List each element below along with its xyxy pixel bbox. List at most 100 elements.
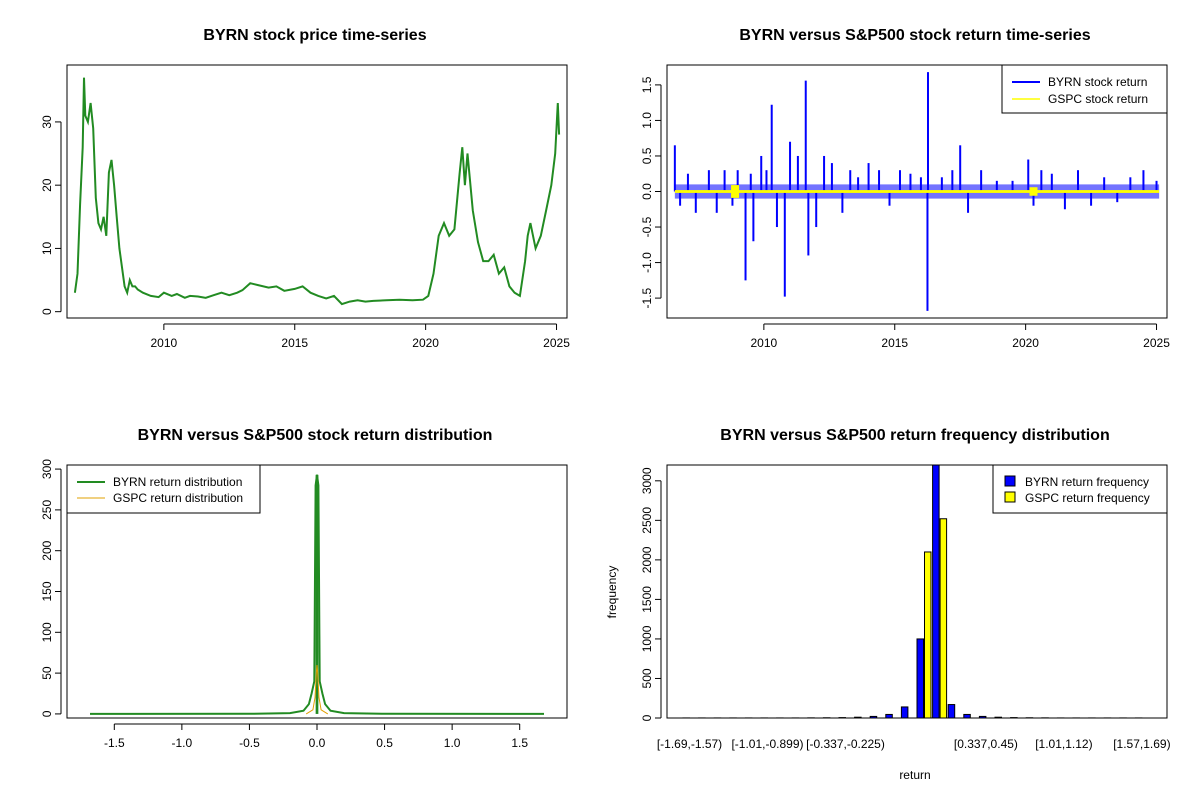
byrn-density-peak bbox=[315, 474, 319, 714]
gspc-return-band bbox=[674, 190, 1160, 193]
x-category-label: [0.337,0.45) bbox=[954, 737, 1018, 751]
legend: BYRN stock return GSPC stock return bbox=[1001, 64, 1168, 114]
chart-title: BYRN versus S&P500 stock return distribu… bbox=[138, 427, 493, 444]
gspc-return-burst bbox=[731, 185, 740, 198]
y-tick-label: 3000 bbox=[640, 467, 654, 494]
x-category-label: [-1.01,-0.899) bbox=[731, 737, 803, 751]
y-tick-label: -0.5 bbox=[640, 216, 654, 237]
gspc-return-burst bbox=[1029, 187, 1038, 196]
y-tick-label: 20 bbox=[40, 178, 54, 192]
y-tick-label: 2500 bbox=[640, 507, 654, 534]
density-series bbox=[89, 474, 545, 715]
y-tick-label: 1500 bbox=[640, 586, 654, 613]
y-tick-label: 0 bbox=[640, 714, 654, 721]
legend-box bbox=[66, 464, 261, 514]
x-tick-label: 2015 bbox=[281, 336, 308, 350]
y-tick-label: 300 bbox=[40, 459, 54, 479]
legend-label-byrn: BYRN return frequency bbox=[1025, 475, 1149, 489]
price-panel: BYRN stock price time-series 2010 2015 202… bbox=[40, 27, 570, 350]
legend-swatch-byrn bbox=[1004, 475, 1016, 487]
y-tick-label: 500 bbox=[640, 668, 654, 688]
return-timeseries-panel: BYRN versus S&P500 stock return time-ser… bbox=[640, 27, 1170, 350]
axes: [-1.69,-1.57) [-1.01,-0.899) [-0.337,-0.22… bbox=[640, 467, 1171, 751]
gspc-freq-bar bbox=[939, 518, 948, 719]
gspc-density-line bbox=[305, 664, 329, 715]
legend-label-gspc: GSPC return frequency bbox=[1025, 491, 1150, 505]
x-tick-label: 2015 bbox=[881, 336, 908, 350]
byrn-freq-bar bbox=[963, 713, 971, 719]
x-category-label: [-1.69,-1.57) bbox=[657, 737, 722, 751]
legend-box bbox=[1001, 64, 1168, 114]
y-tick-label: 0.5 bbox=[640, 147, 654, 164]
x-tick-label: -0.5 bbox=[239, 736, 260, 750]
x-tick-label: 1.0 bbox=[444, 736, 461, 750]
y-tick-label: 50 bbox=[40, 666, 54, 680]
density-panel: BYRN versus S&P500 stock return distribu… bbox=[40, 427, 568, 750]
y-tick-label: 2000 bbox=[640, 546, 654, 573]
y-tick-label: 200 bbox=[40, 540, 54, 560]
byrn-freq-bar bbox=[900, 706, 909, 719]
x-tick-label: -1.5 bbox=[104, 736, 125, 750]
legend-label-byrn: BYRN stock return bbox=[1048, 75, 1147, 89]
byrn-freq-bar bbox=[916, 638, 924, 719]
x-tick-label: 2025 bbox=[1143, 336, 1170, 350]
legend-label-gspc: GSPC return distribution bbox=[113, 491, 243, 505]
x-tick-label: 2010 bbox=[151, 336, 178, 350]
y-axis-label: frequency bbox=[605, 566, 619, 619]
byrn-freq-bar bbox=[978, 715, 987, 719]
plot-frame bbox=[666, 64, 1168, 319]
x-tick-label: 2020 bbox=[412, 336, 439, 350]
x-category-label: [1.01,1.12) bbox=[1035, 737, 1092, 751]
y-tick-label: 1.5 bbox=[640, 76, 654, 93]
axes: -1.5 -1.0 -0.5 0.0 0.5 1.0 1.5 0 50 100 150 200 250 3… bbox=[40, 459, 528, 750]
legend: BYRN return distribution GSPC return dis… bbox=[66, 464, 261, 514]
x-tick-label: 0.0 bbox=[309, 736, 326, 750]
x-tick-label: 0.5 bbox=[376, 736, 393, 750]
chart-title: BYRN versus S&P500 return frequency dist… bbox=[720, 427, 1109, 444]
x-tick-label: -1.0 bbox=[172, 736, 193, 750]
y-tick-label: -1.0 bbox=[640, 252, 654, 273]
chart-title: BYRN versus S&P500 stock return time-ser… bbox=[739, 27, 1090, 44]
y-tick-label: 150 bbox=[40, 581, 54, 601]
x-axis-label: return bbox=[899, 768, 930, 782]
axes: 2010 2015 2020 2025 0 10 20 30 bbox=[40, 115, 570, 350]
y-tick-label: 10 bbox=[40, 241, 54, 255]
plot-frame bbox=[66, 464, 568, 719]
legend-label-byrn: BYRN return distribution bbox=[113, 475, 242, 489]
legend-box bbox=[992, 464, 1168, 514]
byrn-freq-bar bbox=[932, 464, 940, 719]
x-tick-label: 2020 bbox=[1012, 336, 1039, 350]
y-tick-label: 30 bbox=[40, 115, 54, 129]
legend-swatch-gspc bbox=[1004, 491, 1016, 503]
y-tick-label: 250 bbox=[40, 500, 54, 520]
chart-title: BYRN stock price time-series bbox=[203, 27, 426, 44]
y-tick-label: 1.0 bbox=[640, 112, 654, 129]
axes: 2010 2015 2020 2025 -1.5 -1.0 -0.5 0.0 0.5 1.0 1.5 bbox=[640, 76, 1170, 350]
x-tick-label: 1.5 bbox=[511, 736, 528, 750]
x-category-label: [-0.337,-0.225) bbox=[806, 737, 885, 751]
x-tick-label: 2010 bbox=[751, 336, 778, 350]
price-series bbox=[73, 77, 561, 306]
byrn-freq-bar bbox=[854, 716, 862, 719]
byrn-freq-bar bbox=[885, 713, 893, 719]
x-tick-label: 2025 bbox=[543, 336, 570, 350]
y-tick-label: 0.0 bbox=[640, 183, 654, 200]
byrn-freq-bar bbox=[869, 715, 878, 719]
byrn-freq-bar bbox=[947, 704, 956, 719]
y-tick-label: 0 bbox=[40, 710, 54, 717]
histogram-panel: BYRN versus S&P500 return frequency dist… bbox=[605, 427, 1171, 782]
histogram-bars bbox=[682, 464, 1143, 719]
byrn-freq-bar bbox=[994, 716, 1002, 719]
y-tick-label: 1000 bbox=[640, 625, 654, 652]
y-tick-label: -1.5 bbox=[640, 287, 654, 308]
plot-frame bbox=[66, 64, 568, 319]
return-series bbox=[673, 72, 1160, 311]
legend-label-gspc: GSPC stock return bbox=[1048, 92, 1148, 106]
price-line bbox=[73, 77, 561, 306]
y-tick-label: 100 bbox=[40, 622, 54, 642]
y-tick-label: 0 bbox=[40, 308, 54, 315]
legend: BYRN return frequency GSPC return freque… bbox=[992, 464, 1168, 514]
x-category-label: [1.57,1.69) bbox=[1113, 737, 1170, 751]
gspc-freq-bar bbox=[924, 551, 932, 719]
